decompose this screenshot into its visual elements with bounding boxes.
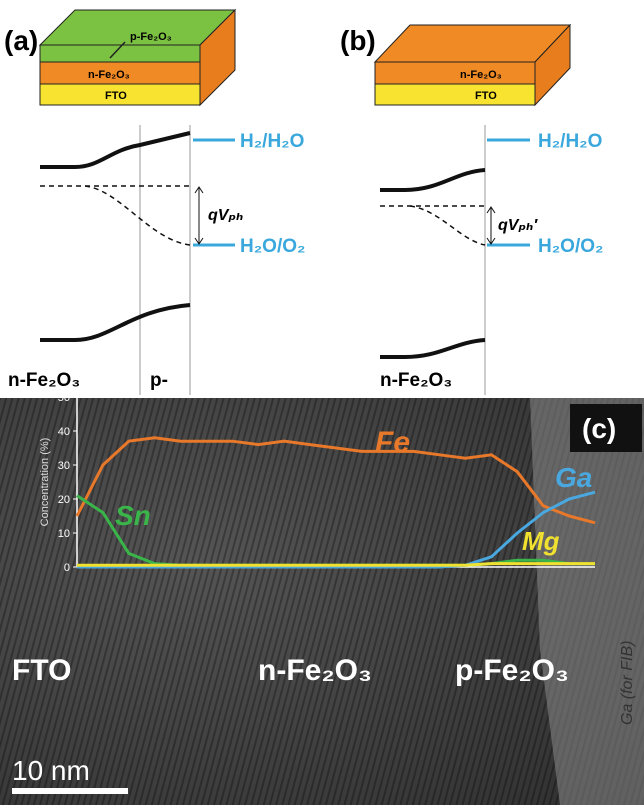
- series-label: Fe: [375, 426, 410, 459]
- series-label: Ga: [555, 462, 592, 493]
- side-label: Ga (for FIB): [619, 641, 636, 725]
- valence-band: [380, 340, 485, 357]
- arrow: [195, 187, 203, 244]
- photovoltage-label: qVₚₕ: [208, 207, 243, 224]
- quasi-fermi-level: [85, 186, 190, 245]
- panel-label: (c): [582, 413, 616, 444]
- layer-label: n-Fe₂O₃: [460, 69, 502, 81]
- series-label: Mg: [522, 526, 560, 556]
- region-label: n-Fe₂O₃: [380, 370, 452, 391]
- level-label: H₂O/O₂: [240, 236, 305, 257]
- region-label: p-: [150, 370, 168, 391]
- layer-label: n-Fe₂O₃: [88, 69, 130, 81]
- y-tick-label: 50: [58, 392, 70, 404]
- y-tick-label: 10: [58, 528, 70, 540]
- series-line: [77, 564, 595, 566]
- level-label: H₂/H₂O: [240, 131, 304, 152]
- panel-a: (a) p-Fe₂O₃ n-Fe₂O₃ FTO H₂/H₂O H₂O/O₂ qV…: [4, 10, 305, 395]
- valence-band: [40, 305, 190, 340]
- panel-c: (c) FTO n-Fe₂O₃ p-Fe₂O₃ Ga (for FIB) 10 …: [0, 398, 644, 805]
- layer-label: FTO: [105, 90, 127, 102]
- region-label: p-Fe₂O₃: [455, 654, 569, 687]
- y-tick-label: 40: [58, 426, 70, 438]
- layer: [375, 84, 535, 105]
- region-label: n-Fe₂O₃: [258, 654, 372, 687]
- y-tick-label: 0: [64, 562, 70, 574]
- panel-label: (a): [4, 25, 38, 56]
- layer-label: FTO: [475, 90, 497, 102]
- level-label: H₂/H₂O: [538, 131, 602, 152]
- photovoltage-label: qVₚₕ′: [498, 217, 538, 234]
- y-tick-label: 30: [58, 460, 70, 472]
- panel-label: (b): [340, 25, 376, 56]
- layer: [375, 62, 535, 84]
- conduction-band: [380, 170, 485, 190]
- y-axis-label: Concentration (%): [39, 438, 51, 527]
- conduction-band: [40, 133, 190, 167]
- level-label: H₂O/O₂: [538, 236, 603, 257]
- region-label: n-Fe₂O₃: [8, 370, 80, 391]
- scale-bar: [12, 788, 128, 794]
- arrow: [487, 207, 495, 244]
- layer-label: p-Fe₂O₃: [130, 31, 172, 43]
- y-tick-label: 20: [58, 494, 70, 506]
- figure: (a) p-Fe₂O₃ n-Fe₂O₃ FTO H₂/H₂O H₂O/O₂ qV…: [0, 0, 644, 805]
- panel-b: (b) n-Fe₂O₃ FTO H₂/H₂O H₂O/O₂ qVₚₕ′ n-Fe…: [340, 25, 603, 395]
- scale-bar-label: 10 nm: [12, 755, 90, 786]
- region-label: FTO: [12, 654, 71, 687]
- series-label: Sn: [115, 500, 151, 531]
- quasi-fermi-level: [410, 206, 485, 245]
